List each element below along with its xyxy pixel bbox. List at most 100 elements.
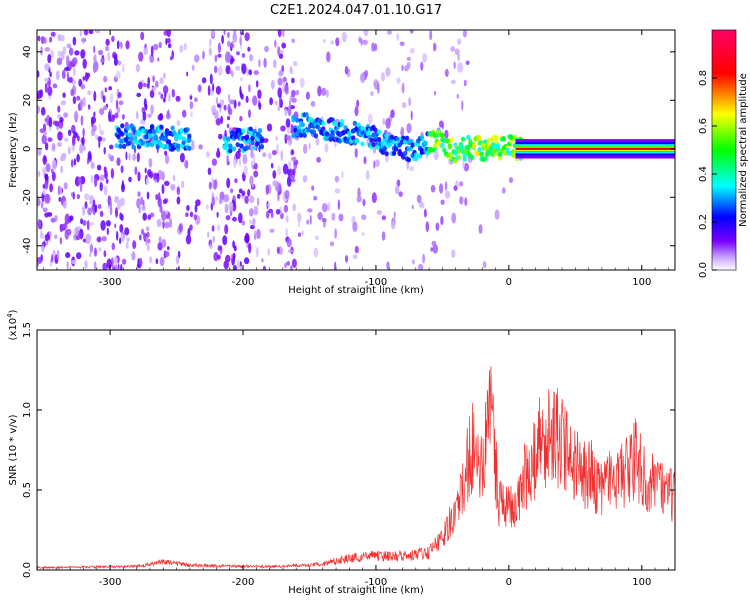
spectrogram-signal-cell (311, 129, 317, 135)
spectrogram-noise-cell (288, 160, 292, 170)
spectrogram-noise-cell (153, 43, 159, 51)
spectrogram-noise-cell (120, 233, 125, 243)
spectrogram-noise-cell (269, 97, 273, 106)
spectrogram-noise-cell (159, 77, 164, 85)
spectrogram-noise-cell (482, 261, 487, 269)
spectrogram-noise-cell (132, 153, 137, 161)
spectrogram-noise-cell (189, 95, 193, 100)
spectrogram-noise-cell (82, 127, 85, 138)
spectrogram-noise-cell (371, 42, 376, 52)
spectrogram-signal-cell (179, 128, 185, 134)
spectrogram-noise-cell (233, 159, 237, 169)
spectrogram-noise-cell (266, 210, 270, 219)
spectrogram-noise-cell (108, 153, 111, 160)
spectrogram-noise-cell (47, 137, 53, 143)
spectrogram-noise-cell (225, 215, 231, 221)
spectrogram-noise-cell (456, 93, 459, 99)
spectrogram-noise-cell (263, 57, 267, 68)
spectrogram-noise-cell (501, 187, 506, 194)
spectrogram-noise-cell (82, 58, 87, 69)
spectrogram-noise-cell (37, 256, 43, 264)
spectrogram-noise-cell (422, 53, 427, 63)
spectrogram-noise-cell (444, 68, 449, 78)
snr-ticks: -300 -200 -100 0 100 0.0 0.5 1.0 1.5 (22, 322, 675, 588)
spectrogram-signal-cell (321, 120, 326, 126)
snr-x-axis-label: Height of straight line (km) (288, 585, 424, 596)
spectrogram-noise-cell (146, 191, 150, 200)
spectrogram-noise-cell (39, 230, 44, 240)
spectrogram-noise-cell (232, 240, 236, 249)
y-tick-label: 0 (22, 146, 33, 152)
spectrogram-noise-cell (453, 185, 458, 192)
spectrogram-noise-cell (253, 153, 256, 165)
colorbar-tick-label: 0.6 (698, 118, 709, 134)
spectrogram-noise-cell (218, 197, 222, 205)
spectrogram-noise-cell (105, 38, 110, 46)
spectrogram-noise-cell (211, 225, 215, 232)
spectrogram-noise-cell (227, 116, 231, 121)
spectrogram-noise-cell (105, 220, 111, 227)
spectrogram-noise-cell (168, 217, 173, 228)
spectrogram-noise-cell (422, 253, 425, 264)
spectrogram-noise-cell (253, 70, 259, 76)
spectrogram-signal-cell (497, 155, 503, 161)
spectrogram-signal-cell (445, 138, 451, 144)
spectrogram-signal-cell (135, 139, 140, 145)
spectrogram-noise-cell (306, 219, 309, 225)
spectrogram-noise-cell (116, 40, 120, 50)
spectrogram-noise-cell (457, 52, 461, 62)
spectrogram-noise-cell (207, 85, 211, 96)
spectrogram-noise-cell (164, 150, 168, 156)
spectrogram-noise-cell (289, 65, 292, 73)
spectrogram-noise-cell (49, 71, 52, 78)
spectrogram-signal-cell (416, 141, 421, 147)
spectrogram-noise-cell (494, 209, 500, 220)
spectrogram-noise-cell (292, 168, 296, 175)
spectrogram-noise-cell (256, 197, 260, 207)
spectrogram-noise-cell (189, 211, 194, 218)
spectrogram-noise-cell (252, 217, 256, 227)
spectrogram-noise-cell (285, 118, 291, 128)
spectrogram-noise-cell (37, 70, 40, 78)
spectrogram-noise-cell (202, 50, 205, 60)
spectrogram-noise-cell (158, 236, 162, 244)
spectrogram-noise-cell (70, 159, 74, 168)
spectrogram-noise-cell (166, 38, 171, 44)
spectrogram-noise-cell (172, 174, 176, 182)
spectrogram-noise-cell (44, 173, 49, 182)
spectrogram-noise-cell (225, 51, 231, 62)
spectrogram-noise-cell (276, 246, 280, 254)
spectrogram-noise-cell (390, 109, 395, 118)
spectrogram-signal-cell (291, 114, 296, 120)
spectrogram-noise-cell (248, 84, 251, 93)
spectrogram-noise-cell (68, 47, 74, 56)
spectrogram-noise-cell (219, 99, 225, 107)
spectrogram-noise-cell (134, 166, 138, 176)
spectrogram-noise-cell (315, 137, 320, 146)
spectrogram-noise-cell (445, 190, 451, 199)
spectrogram-noise-cell (158, 91, 161, 96)
spectrogram-noise-cell (171, 50, 174, 60)
spectrogram-noise-cell (291, 97, 297, 103)
spectrogram-noise-cell (79, 30, 82, 37)
spectrogram-signal-cell (120, 131, 125, 137)
spectrogram-noise-cell (124, 227, 130, 236)
spectrogram-noise-cell (159, 256, 165, 267)
spectrogram-noise-cell (37, 149, 42, 156)
spectrogram-noise-cell (105, 178, 109, 184)
spectrogram-noise-cell (39, 128, 45, 133)
spectrogram-noise-cell (209, 244, 213, 249)
spectrogram-noise-cell (49, 36, 53, 43)
spectrogram-noise-cell (51, 159, 57, 171)
colorbar-ticks: 0.0 0.2 0.4 0.6 0.8 (698, 70, 717, 278)
spectrogram-noise-cell (222, 235, 228, 246)
spectrogram-noise-cell (163, 72, 166, 79)
spectrogram-signal-cell (371, 141, 376, 148)
spectrogram-noise-cell (241, 190, 246, 197)
spectrogram-noise-cell (85, 233, 91, 245)
spectrogram-noise-cell (111, 35, 115, 43)
spectrogram-noise-cell (143, 232, 146, 240)
spectrogram-noise-cell (244, 32, 250, 42)
spectrogram-noise-cell (341, 170, 344, 179)
spectrogram-signal-cell (350, 135, 356, 141)
